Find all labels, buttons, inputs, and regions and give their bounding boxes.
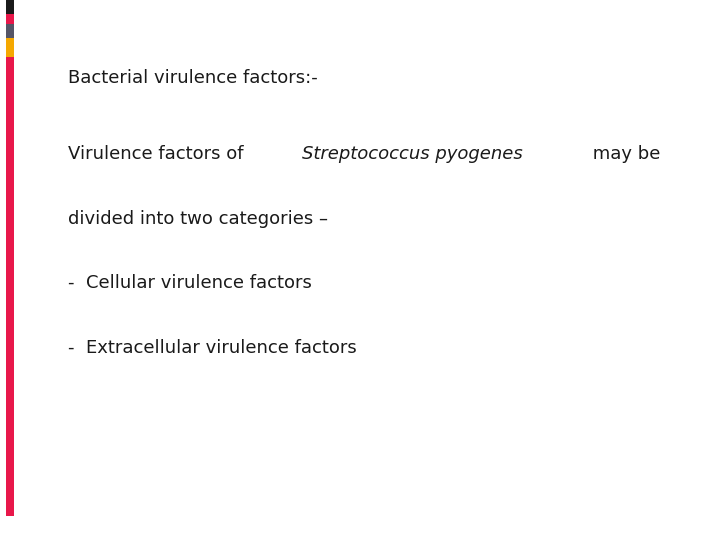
Bar — [6, 0, 14, 14]
Text: -  Extracellular virulence factors: - Extracellular virulence factors — [68, 339, 357, 357]
Text: divided into two categories –: divided into two categories – — [68, 210, 328, 228]
Text: -  Cellular virulence factors: - Cellular virulence factors — [68, 274, 312, 293]
Text: Streptococcus pyogenes: Streptococcus pyogenes — [302, 145, 523, 163]
Text: Virulence factors of: Virulence factors of — [68, 145, 250, 163]
Bar — [6, 57, 14, 516]
Bar — [6, 24, 14, 38]
Text: may be: may be — [587, 145, 660, 163]
Bar — [6, 14, 14, 24]
Text: Bacterial virulence factors:-: Bacterial virulence factors:- — [68, 69, 318, 87]
Bar — [6, 38, 14, 57]
